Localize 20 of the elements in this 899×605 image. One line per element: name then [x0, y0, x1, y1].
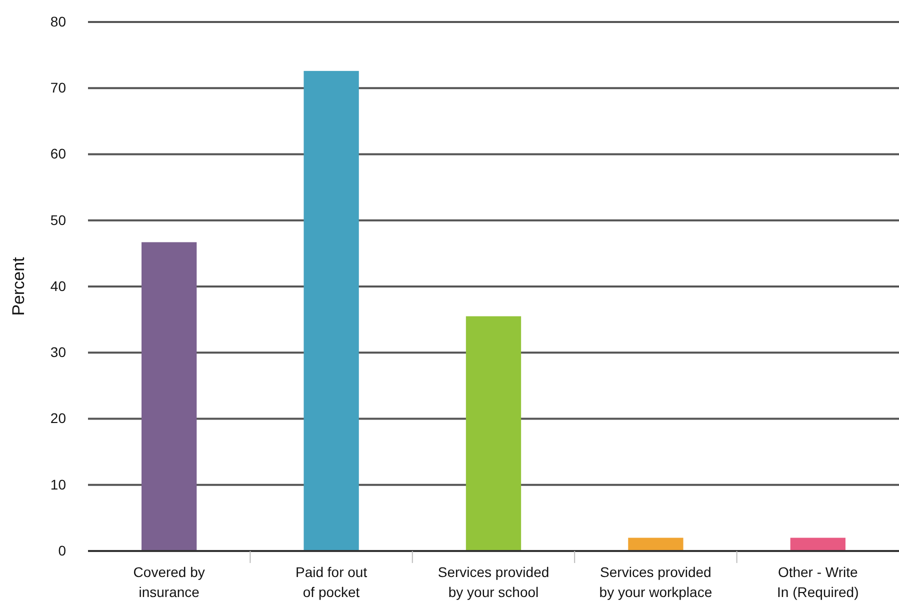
- y-tick-label: 0: [58, 542, 66, 558]
- x-tick-label: Services provided by your school: [438, 564, 550, 600]
- y-tick-label: 80: [50, 13, 66, 30]
- x-tick-label: Covered by insurance: [133, 564, 205, 600]
- y-tick-label: 40: [50, 278, 66, 294]
- y-tick-label: 10: [50, 476, 66, 492]
- x-tick-label: Paid for out of pocket: [295, 564, 368, 600]
- y-tick-label: 60: [50, 146, 66, 162]
- y-axis-title: Percent: [9, 256, 28, 316]
- y-tick-label: 50: [50, 212, 66, 228]
- x-tick-label: Other - Write In (Required): [777, 564, 859, 600]
- bar: [142, 242, 197, 551]
- y-tick-label: 70: [50, 80, 66, 96]
- bar: [790, 538, 846, 551]
- y-tick-label: 30: [50, 344, 66, 360]
- bar: [466, 316, 522, 551]
- bar: [304, 70, 359, 551]
- x-tick-label: Services provided by your workplace: [599, 564, 712, 600]
- y-tick-label: 20: [50, 410, 66, 426]
- bar: [628, 538, 684, 551]
